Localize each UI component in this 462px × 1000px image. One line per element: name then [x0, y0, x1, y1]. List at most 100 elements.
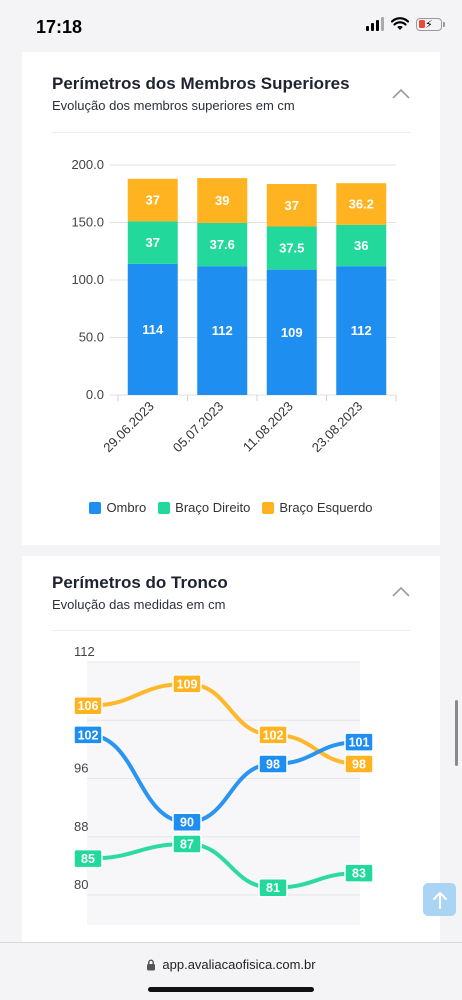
point-label-box: [172, 812, 202, 832]
point-label-box: [258, 877, 288, 898]
wifi-icon: [391, 17, 409, 30]
point-value-label: 90: [180, 816, 194, 830]
card-divider: [52, 630, 410, 631]
y-tick-label: 88: [74, 819, 88, 834]
legend-swatch: [89, 501, 102, 514]
x-tick-label: 29.06.2023: [100, 399, 157, 456]
bar-value-label: 37: [146, 235, 160, 250]
y-tick-label: 80: [74, 877, 88, 892]
status-icons: ⚡: [366, 17, 445, 31]
chevron-up-icon[interactable]: [392, 586, 410, 598]
y-tick-label: 50.0: [79, 330, 104, 345]
card-title: Perímetros dos Membros Superiores: [52, 74, 350, 93]
legend-label: Braço Direito: [175, 500, 251, 515]
bar-value-label: 36: [354, 238, 368, 253]
lock-icon: [147, 959, 156, 970]
bar-value-label: 109: [281, 325, 303, 340]
url-text: app.avaliacaofisica.com.br: [162, 957, 316, 972]
point-label-box: [344, 732, 374, 752]
bar-value-label: 37.5: [279, 241, 304, 256]
scrollbar[interactable]: [455, 700, 458, 766]
point-label-box: [73, 848, 103, 869]
bar-segment: [336, 224, 387, 267]
arrow-up-icon: [432, 891, 447, 909]
card-title: Perímetros do Tronco: [52, 573, 228, 592]
trunk-card: Perímetros do Tronco Evolução das medida…: [22, 556, 440, 976]
legend-swatch: [262, 501, 275, 514]
bar-value-label: 36.2: [349, 196, 374, 211]
card-subtitle: Evolução dos membros superiores em cm: [52, 98, 295, 113]
y-tick-label: 200.0: [71, 157, 104, 172]
y-tick-label: 96: [74, 761, 88, 776]
bar-segment: [127, 221, 178, 264]
legend-label: Ombro: [106, 500, 147, 515]
bar-value-label: 112: [351, 323, 372, 338]
legend-item-braco-esquerdo[interactable]: Braço Esquerdo: [262, 500, 373, 515]
legend-item-ombro[interactable]: Ombro: [89, 500, 146, 515]
bar-value-label: 112: [212, 323, 233, 338]
legend-item-braco-direito[interactable]: Braço Direito: [158, 500, 250, 515]
point-label-box: [344, 754, 374, 774]
bar-value-label: 39: [215, 193, 229, 208]
url-display[interactable]: app.avaliacaofisica.com.br: [0, 957, 462, 972]
card-subtitle: Evolução das medidas em cm: [52, 597, 226, 612]
bar-chart-legend: Ombro Braço Direito Braço Esquerdo: [22, 500, 440, 515]
x-tick-label: 05.07.2023: [170, 399, 227, 456]
bar-value-label: 37.6: [210, 237, 235, 252]
bar-segment: [197, 178, 248, 223]
bar-segment: [197, 222, 248, 267]
battery-charging-icon: ⚡: [416, 17, 445, 31]
chevron-up-icon[interactable]: [392, 88, 410, 100]
upper-limbs-card: Perímetros dos Membros Superiores Evoluç…: [22, 52, 440, 545]
point-value-label: 81: [266, 881, 280, 895]
point-value-label: 83: [352, 867, 366, 881]
y-tick-label: 100.0: [71, 272, 104, 287]
legend-swatch: [158, 501, 171, 514]
bar-segment: [266, 183, 317, 227]
point-value-label: 109: [177, 677, 198, 691]
bar-segment: [266, 269, 317, 395]
series-line: [86, 732, 361, 825]
y-tick-label: 150.0: [71, 215, 104, 230]
browser-url-bar[interactable]: app.avaliacaofisica.com.br: [0, 942, 462, 1000]
y-tick-label: 112: [74, 644, 95, 659]
bar-segment: [197, 266, 248, 395]
point-label-box: [258, 754, 288, 774]
scroll-to-top-button[interactable]: [423, 883, 456, 916]
status-bar: 17:18 ⚡: [0, 0, 462, 52]
bar-segment: [266, 226, 317, 270]
point-label-box: [258, 725, 288, 745]
point-value-label: 102: [263, 728, 284, 742]
bar-value-label: 114: [142, 322, 164, 337]
y-tick-label: 0.0: [86, 387, 104, 402]
bar-segment: [336, 183, 387, 225]
card-divider: [52, 132, 410, 133]
home-indicator[interactable]: [148, 987, 314, 992]
point-value-label: 87: [180, 838, 194, 852]
series-line: [86, 681, 361, 766]
bar-segment: [336, 266, 387, 395]
upper-limbs-bar-chart: 0.0 50.0 100.0 150.0 200.0 114 37 37 29.06.2023 1…: [71, 157, 397, 456]
point-value-label: 85: [81, 852, 95, 866]
bar-value-label: 37: [146, 193, 160, 208]
x-tick-label: 23.08.2023: [309, 399, 366, 456]
point-label-box: [73, 695, 103, 716]
point-value-label: 101: [349, 736, 370, 750]
cellular-signal-icon: [366, 17, 384, 31]
point-value-label: 102: [78, 728, 99, 742]
point-value-label: 98: [266, 757, 280, 771]
trunk-line-chart: 8088961041121061091029885878183102909810…: [73, 644, 374, 925]
bar-value-label: 37: [285, 198, 299, 213]
series-line: [86, 842, 361, 890]
x-tick-label: 11.08.2023: [240, 399, 296, 455]
point-label-box: [73, 725, 103, 745]
point-value-label: 106: [78, 699, 99, 713]
bar-segment: [127, 263, 178, 395]
status-time: 17:18: [36, 17, 83, 37]
point-label-box: [344, 863, 374, 883]
point-label-box: [172, 674, 202, 694]
point-label-box: [172, 834, 202, 854]
bar-segment: [127, 178, 178, 222]
point-value-label: 98: [352, 757, 366, 771]
legend-label: Braço Esquerdo: [279, 500, 373, 515]
